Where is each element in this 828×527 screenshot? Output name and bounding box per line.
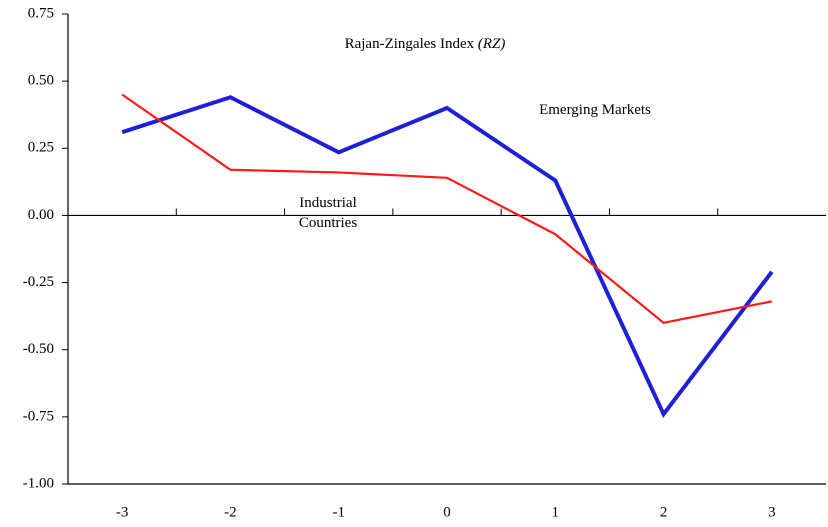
x-tick-label: 0 <box>443 504 451 520</box>
x-tick-label: -1 <box>332 504 345 520</box>
x-tick-label: -2 <box>224 504 237 520</box>
y-tick-label: -0.75 <box>23 408 54 424</box>
y-tick-label: 0.25 <box>28 140 54 156</box>
y-tick-label: 0.00 <box>28 207 54 223</box>
series-line <box>121 95 774 419</box>
y-tick-label: 0.50 <box>28 73 54 89</box>
series-label: Industrial Countries <box>298 195 358 231</box>
x-tick-label: 2 <box>660 504 668 520</box>
title-main: Rajan-Zingales Index <box>345 36 475 52</box>
y-tick-label: -0.50 <box>23 341 54 357</box>
x-tick-label: 3 <box>768 504 776 520</box>
chart-title: Rajan-Zingales Index (RZ) <box>345 36 506 52</box>
title-emphasis: (RZ) <box>478 36 506 52</box>
series-line <box>121 93 773 325</box>
y-tick-label: -0.25 <box>23 274 54 290</box>
series-label: Emerging Markets <box>539 102 651 118</box>
y-tick-label: -1.00 <box>23 475 54 491</box>
x-tick-label: 1 <box>552 504 560 520</box>
x-tick-label: -3 <box>116 504 129 520</box>
y-tick-label: 0.75 <box>28 5 54 21</box>
